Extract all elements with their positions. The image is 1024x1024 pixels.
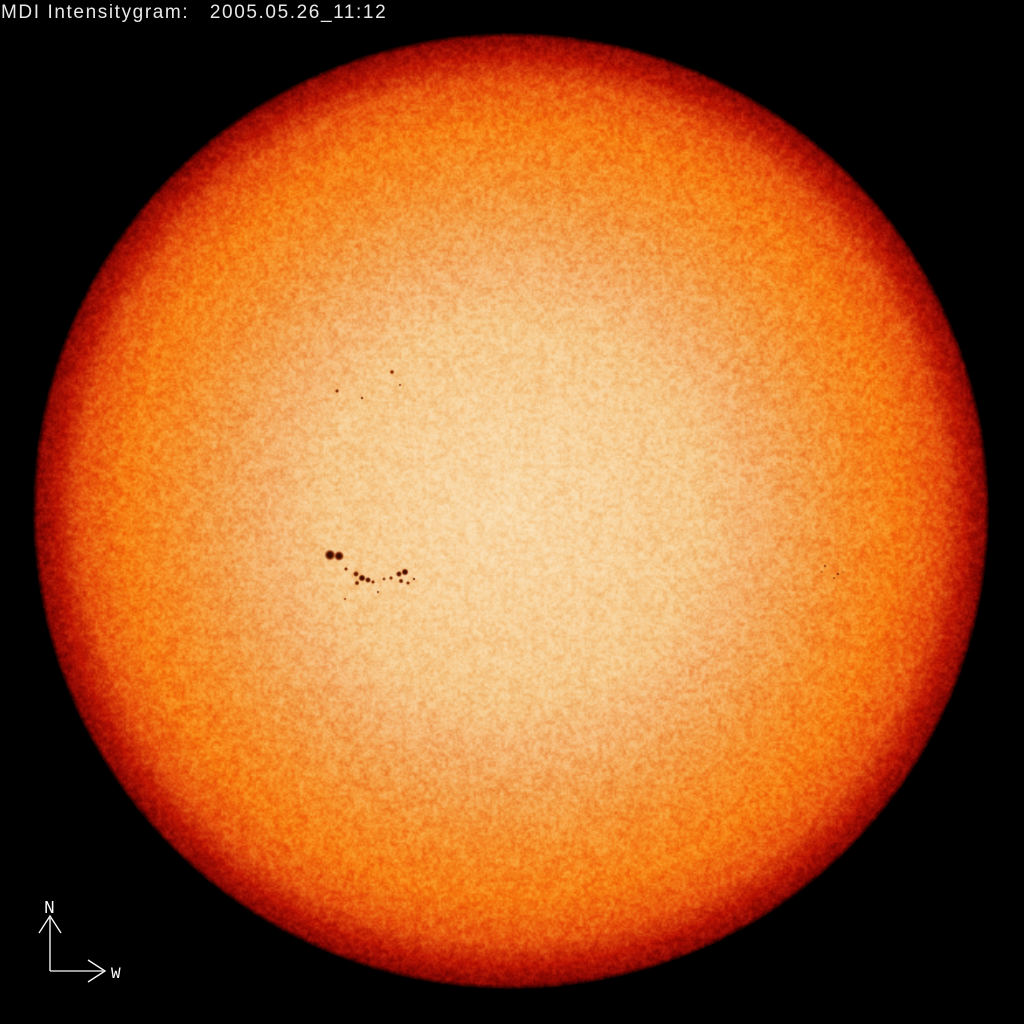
svg-text:W: W [111, 965, 121, 983]
svg-text:N: N [44, 899, 54, 919]
